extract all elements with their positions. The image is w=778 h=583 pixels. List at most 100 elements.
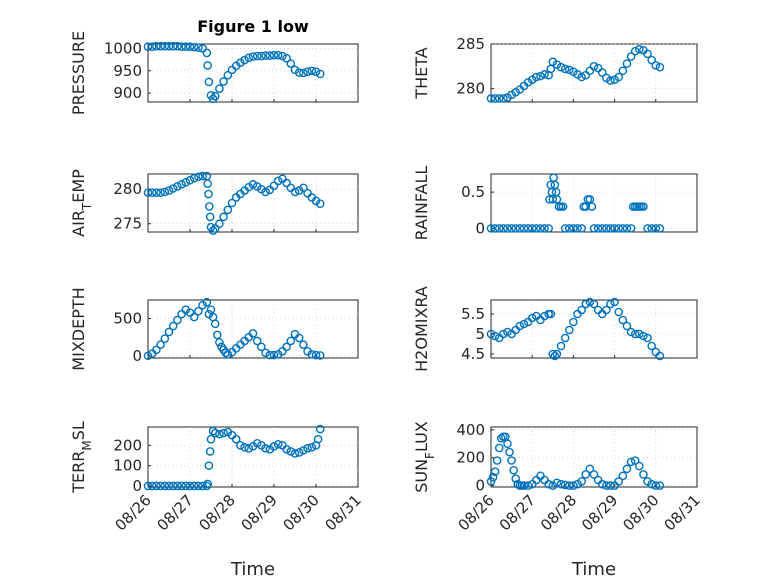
data-point <box>223 349 233 359</box>
y-tick-label: 275 <box>113 215 142 233</box>
data-points <box>143 171 325 235</box>
data-point <box>315 69 325 79</box>
data-point <box>282 178 291 188</box>
x-tick-label: 08/31 <box>661 491 704 534</box>
data-point <box>269 50 279 60</box>
data-point <box>490 467 500 476</box>
data-point <box>205 202 214 211</box>
data-point <box>299 68 308 78</box>
data-point <box>519 319 529 329</box>
data-point <box>164 327 174 337</box>
axes-frame <box>147 299 359 359</box>
data-point <box>639 470 648 479</box>
data-point <box>577 224 586 233</box>
data-point <box>552 349 562 359</box>
y-tick-label: 200 <box>113 436 142 454</box>
data-point <box>597 479 607 489</box>
data-point <box>173 315 182 325</box>
data-point <box>630 329 640 339</box>
axes-frame <box>490 426 698 488</box>
data-point <box>494 443 504 453</box>
data-point <box>265 51 275 60</box>
x-tick-label: 08/28 <box>537 491 580 534</box>
y-axis-label: MIXDEPTH <box>69 287 88 370</box>
data-point <box>168 41 178 51</box>
data-point <box>147 42 157 51</box>
data-point <box>257 342 266 352</box>
data-point <box>597 68 607 77</box>
subplot-h2omixra: 5.5 5 4.5 H2OMIXRA <box>412 286 698 372</box>
data-point <box>307 443 317 452</box>
data-point <box>556 479 566 489</box>
data-point <box>507 224 516 233</box>
data-point <box>643 224 652 233</box>
data-point <box>181 177 191 187</box>
data-point <box>156 340 165 349</box>
data-point <box>248 52 258 61</box>
data-point <box>618 66 628 76</box>
data-point <box>307 66 317 76</box>
data-point <box>257 51 266 61</box>
data-point <box>606 481 615 490</box>
data-point <box>189 173 199 183</box>
data-point <box>523 481 533 490</box>
data-point <box>536 71 545 81</box>
data-point <box>181 42 191 51</box>
data-point <box>261 444 270 453</box>
data-point <box>152 188 161 197</box>
x-tick-label: 08/31 <box>322 491 365 534</box>
data-point <box>589 224 599 233</box>
data-point <box>655 224 665 233</box>
data-point <box>168 184 178 193</box>
data-point <box>168 321 178 331</box>
y-axis-label: THETA <box>412 47 431 99</box>
data-point <box>311 67 321 76</box>
data-point <box>269 350 279 360</box>
y-axis-label: H2OMIXRA <box>412 286 431 372</box>
data-point <box>544 224 553 233</box>
data-point <box>204 189 213 199</box>
data-point <box>639 202 648 211</box>
data-point <box>198 171 207 181</box>
data-point <box>173 481 182 491</box>
data-point <box>610 224 619 233</box>
data-point <box>261 187 270 197</box>
data-point <box>655 62 665 72</box>
data-points <box>143 41 325 104</box>
data-point <box>177 481 186 491</box>
data-point <box>492 456 502 465</box>
data-point <box>208 226 218 235</box>
data-point <box>240 55 249 65</box>
data-point <box>536 224 545 233</box>
data-point <box>647 224 656 233</box>
data-point <box>273 50 283 60</box>
data-point <box>282 53 291 63</box>
data-point <box>152 481 161 491</box>
data-point <box>143 481 153 491</box>
data-point <box>252 336 262 346</box>
data-point <box>602 224 611 233</box>
data-point <box>655 481 665 490</box>
data-point <box>215 84 224 93</box>
x-axis-label: Time <box>230 559 275 580</box>
data-points <box>143 297 325 361</box>
data-point <box>569 317 578 327</box>
data-point <box>156 41 165 51</box>
data-point <box>168 481 178 491</box>
y-tick-label: 0 <box>132 347 142 365</box>
data-point <box>299 340 308 349</box>
data-point <box>614 477 624 486</box>
data-point <box>587 202 597 211</box>
data-point <box>532 72 541 82</box>
data-point <box>560 333 570 343</box>
data-point <box>261 51 270 60</box>
data-point <box>593 224 603 233</box>
data-point <box>147 188 157 197</box>
data-point <box>626 457 636 467</box>
data-point <box>143 188 153 197</box>
data-point <box>269 442 279 451</box>
y-axis-label: RAINFALL <box>412 166 431 241</box>
data-point <box>290 187 300 197</box>
